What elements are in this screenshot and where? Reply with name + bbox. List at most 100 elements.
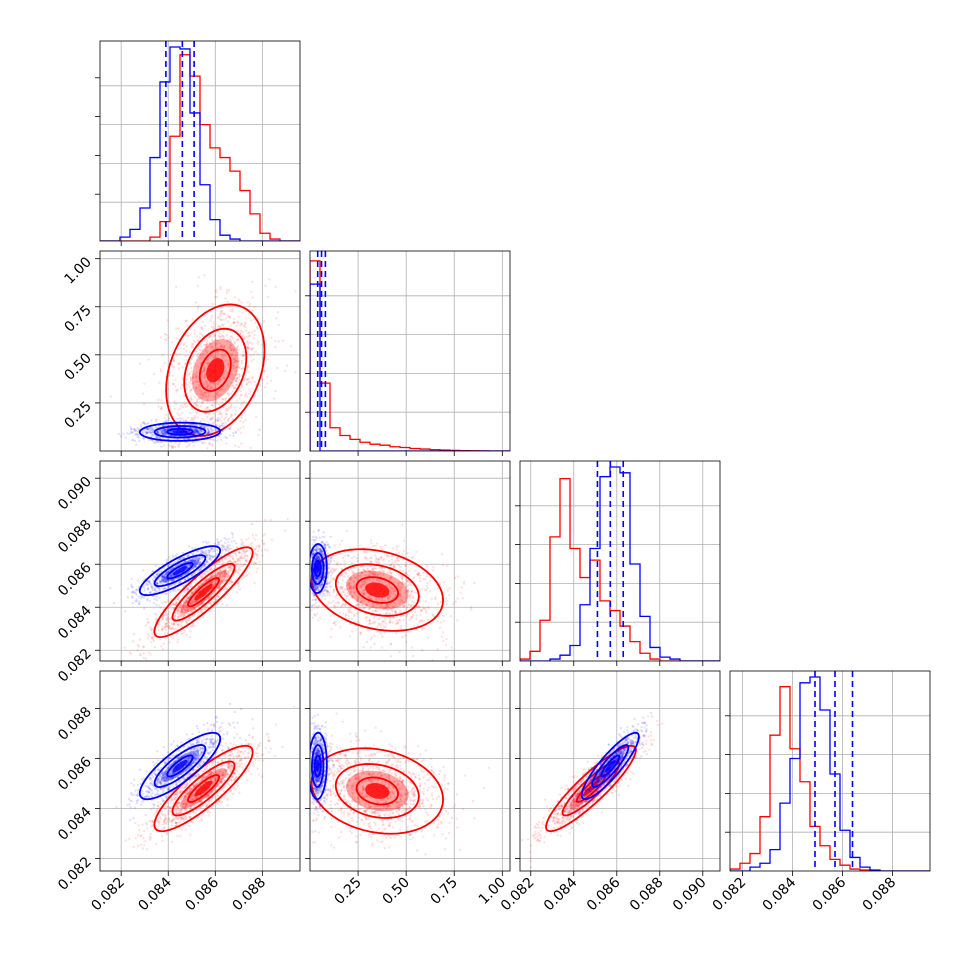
scatter-point — [211, 346, 214, 349]
scatter-point — [209, 438, 212, 441]
scatter-point — [154, 426, 158, 429]
scatter-point — [234, 360, 238, 363]
scatter-point — [197, 436, 200, 439]
scatter-point — [370, 622, 373, 625]
scatter-point — [333, 604, 337, 608]
scatter-point — [403, 582, 406, 586]
scatter-point — [394, 602, 397, 605]
scatter-point — [237, 348, 240, 352]
scatter-point — [132, 591, 135, 594]
scatter-point — [157, 436, 160, 439]
scatter-point — [232, 321, 236, 324]
scatter-point — [135, 588, 139, 592]
scatter-point — [224, 360, 227, 363]
scatter-point — [334, 554, 338, 557]
scatter-point — [386, 571, 389, 574]
scatter-point — [190, 398, 193, 401]
scatter-point — [194, 588, 198, 591]
scatter-point — [167, 625, 170, 628]
scatter-point — [151, 428, 154, 431]
scatter-point — [193, 561, 197, 564]
scatter-point — [212, 396, 216, 399]
scatter-point — [167, 444, 170, 447]
scatter-point — [206, 384, 210, 388]
scatter-point — [313, 607, 316, 610]
scatter-point — [236, 591, 239, 594]
scatter-point — [345, 595, 348, 598]
scatter-point — [216, 382, 219, 385]
scatter-point — [205, 348, 208, 351]
scatter-point — [146, 427, 149, 430]
scatter-point — [226, 392, 229, 395]
scatter-point — [195, 386, 199, 389]
scatter-point — [242, 425, 245, 429]
scatter-point — [148, 428, 151, 431]
scatter-point — [161, 628, 164, 631]
scatter-point — [210, 581, 213, 584]
scatter-point — [390, 558, 394, 561]
scatter-point — [240, 542, 243, 545]
scatter-point — [379, 556, 383, 559]
scatter-point — [142, 596, 146, 600]
scatter-point — [269, 518, 272, 522]
scatter-point — [206, 427, 210, 431]
scatter-point — [131, 596, 134, 599]
scatter-point — [177, 615, 180, 618]
scatter-point — [415, 572, 418, 576]
scatter-point — [160, 407, 164, 410]
scatter-point — [207, 570, 210, 574]
scatter-point — [209, 577, 212, 580]
scatter-point — [234, 366, 238, 369]
scatter-point — [237, 445, 241, 449]
scatter-point — [195, 371, 198, 374]
scatter-point — [197, 585, 200, 589]
scatter-point — [263, 386, 267, 389]
scatter-point — [207, 412, 211, 415]
scatter-point — [190, 609, 194, 612]
scatter-point — [206, 560, 209, 564]
scatter-point — [250, 541, 254, 545]
scatter-point — [347, 581, 351, 585]
scatter-point — [222, 345, 225, 348]
scatter-point — [139, 425, 142, 428]
scatter-point — [202, 540, 205, 544]
scatter-point — [252, 318, 256, 321]
scatter-point — [191, 558, 194, 561]
scatter-point — [180, 608, 184, 612]
scatter-point — [390, 586, 394, 590]
scatter-point — [167, 417, 170, 420]
scatter-point — [369, 556, 372, 559]
scatter-point — [149, 431, 152, 434]
scatter-point — [406, 589, 410, 592]
scatter-point — [228, 394, 231, 397]
scatter-point — [201, 402, 204, 405]
scatter-point — [194, 564, 197, 567]
scatter-point — [219, 570, 222, 574]
scatter-point — [194, 564, 197, 567]
scatter-point — [199, 583, 202, 587]
scatter-point — [190, 560, 193, 563]
scatter-point — [162, 433, 166, 436]
scatter-point — [388, 618, 392, 621]
scatter-point — [266, 358, 269, 361]
scatter-point — [283, 529, 287, 532]
scatter-point — [185, 599, 188, 603]
scatter-point — [187, 571, 190, 574]
scatter-point — [192, 339, 195, 342]
scatter-point — [237, 381, 240, 385]
scatter-point — [151, 638, 155, 641]
scatter-point — [144, 657, 148, 660]
scatter-point — [349, 590, 352, 594]
scatter-point — [151, 636, 154, 639]
scatter-point — [252, 347, 255, 350]
scatter-point — [190, 591, 194, 594]
scatter-point — [407, 595, 410, 598]
scatter-point — [221, 559, 224, 563]
scatter-point — [252, 536, 255, 539]
scatter-point — [198, 605, 201, 608]
scatter-point — [247, 365, 251, 368]
scatter-point — [238, 359, 241, 362]
scatter-point — [393, 589, 396, 593]
scatter-point — [219, 575, 222, 578]
scatter-point — [235, 348, 238, 352]
